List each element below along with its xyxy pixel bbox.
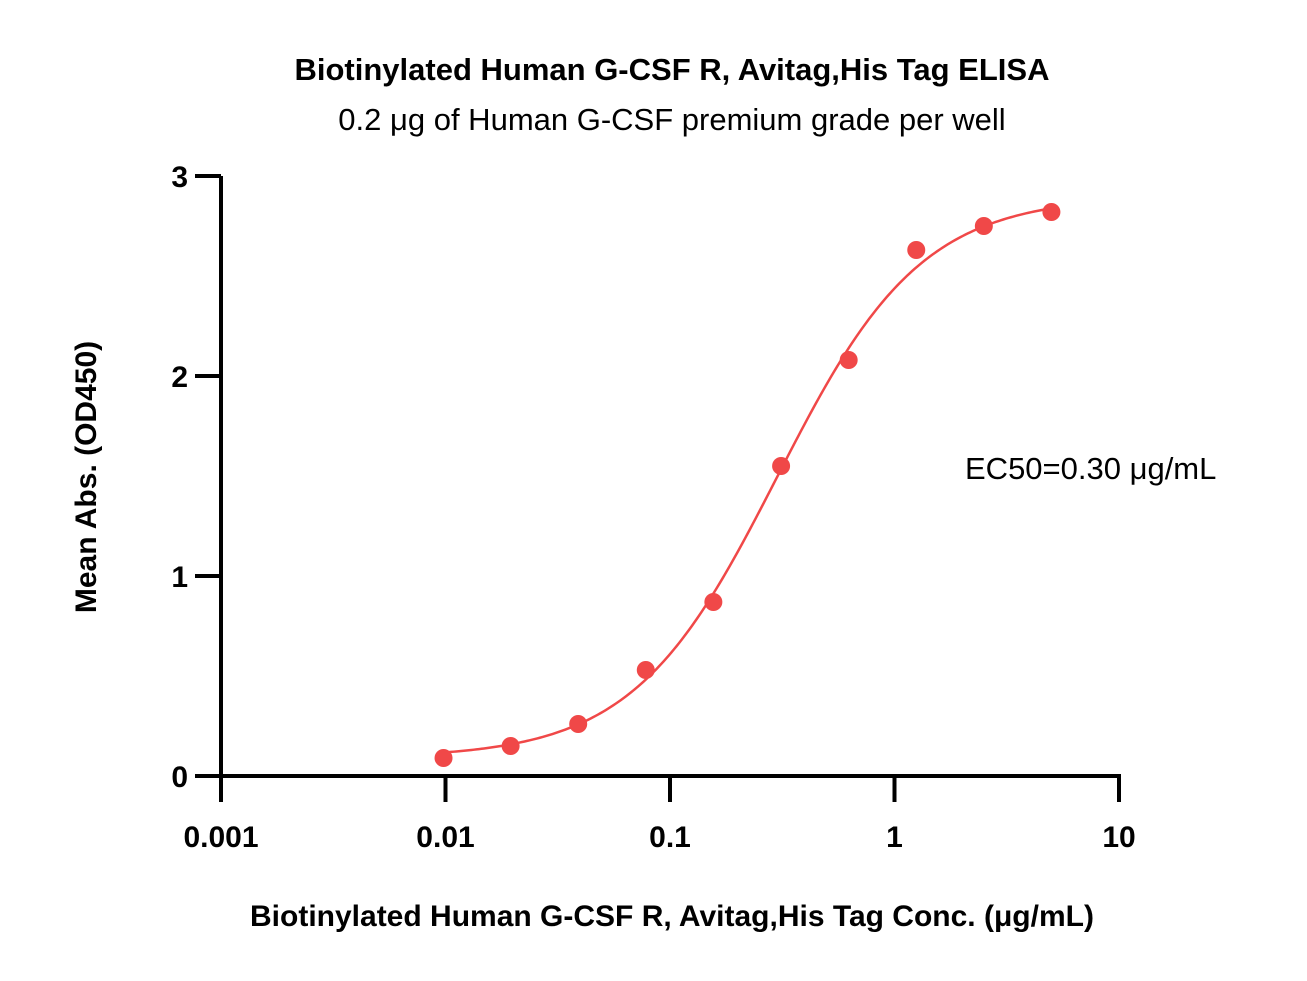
x-tick-label: 10 (1102, 821, 1135, 854)
x-tick-label: 0.1 (649, 821, 691, 854)
data-point (434, 749, 453, 767)
data-point (636, 661, 655, 679)
data-point (974, 217, 993, 235)
data-point (1042, 203, 1061, 221)
data-point (772, 457, 791, 475)
data-point (501, 737, 520, 755)
x-tick-label: 0.01 (416, 821, 474, 854)
chart-subtitle: 0.2 μg of Human G-CSF premium grade per … (338, 102, 1005, 137)
data-point (569, 715, 588, 733)
fit-curve-line (443, 207, 1052, 754)
y-tick-label: 1 (171, 561, 188, 594)
ec50-annotation: EC50=0.30 μg/mL (965, 451, 1216, 486)
y-axis: 0 1 2 3 (171, 161, 223, 794)
y-tick-label: 3 (171, 161, 188, 194)
data-point (704, 593, 723, 611)
y-tick-label: 2 (171, 361, 188, 394)
x-tick-label: 0.001 (183, 821, 258, 854)
y-tick-label: 0 (171, 761, 188, 794)
x-axis: 0.001 0.01 0.1 1 10 (183, 774, 1136, 854)
chart-title: Biotinylated Human G-CSF R, Avitag,His T… (295, 52, 1050, 87)
x-tick-label: 1 (886, 821, 903, 854)
x-axis-label: Biotinylated Human G-CSF R, Avitag,His T… (250, 900, 1094, 933)
data-point (907, 241, 926, 259)
data-points (434, 203, 1061, 767)
y-axis-label: Mean Abs. (OD450) (70, 341, 103, 613)
data-point (839, 351, 858, 369)
